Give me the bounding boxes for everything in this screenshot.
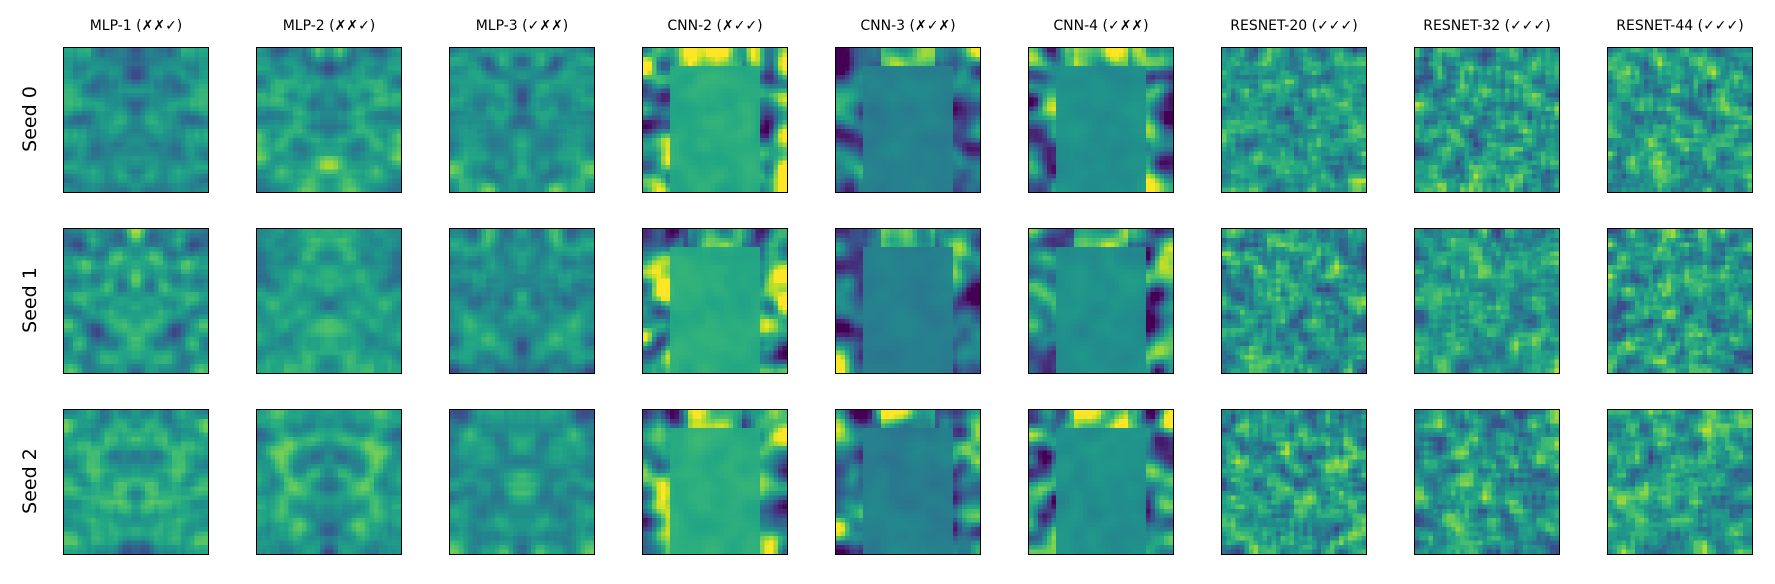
column-title: RESNET-32 (✓✓✓) xyxy=(1423,18,1551,34)
column-title: RESNET-20 (✓✓✓) xyxy=(1230,18,1358,34)
heatmap-panel xyxy=(835,409,981,555)
heatmap-panel xyxy=(1221,228,1367,374)
heatmap-panel xyxy=(1414,409,1560,555)
heatmap-cells xyxy=(1029,48,1173,192)
heatmap-panel xyxy=(63,47,209,193)
heatmap-cells xyxy=(1608,229,1752,373)
heatmap-panel xyxy=(1221,47,1367,193)
heatmap-panel xyxy=(1028,47,1174,193)
heatmap-cells xyxy=(643,229,787,373)
heatmap-cells xyxy=(1222,48,1366,192)
heatmap-cells xyxy=(64,229,208,373)
heatmap-panel xyxy=(256,409,402,555)
heatmap-panel xyxy=(1028,409,1174,555)
column-title: CNN-4 (✓✗✗) xyxy=(1053,18,1149,34)
column-title: MLP-2 (✗✗✓) xyxy=(282,18,376,34)
heatmap-cells xyxy=(450,48,594,192)
heatmap-cells xyxy=(450,229,594,373)
heatmap-panel xyxy=(256,228,402,374)
heatmap-cells xyxy=(1608,410,1752,554)
heatmap-panel xyxy=(256,47,402,193)
heatmap-cells xyxy=(836,48,980,192)
heatmap-panel xyxy=(835,47,981,193)
heatmap-cells xyxy=(64,410,208,554)
column-title: MLP-3 (✓✗✗) xyxy=(475,18,569,34)
heatmap-cells xyxy=(64,48,208,192)
column-title: CNN-2 (✗✓✓) xyxy=(667,18,763,34)
heatmap-cells xyxy=(1029,410,1173,554)
heatmap-cells xyxy=(257,48,401,192)
heatmap-cells xyxy=(836,229,980,373)
heatmap-panel xyxy=(1414,47,1560,193)
column-title: MLP-1 (✗✗✓) xyxy=(89,18,183,34)
heatmap-panel xyxy=(1028,228,1174,374)
heatmap-cells xyxy=(836,410,980,554)
heatmap-cells xyxy=(1415,410,1559,554)
heatmap-cells xyxy=(257,410,401,554)
heatmap-cells xyxy=(450,410,594,554)
heatmap-panel xyxy=(1607,228,1753,374)
heatmap-cells xyxy=(1415,229,1559,373)
heatmap-panel xyxy=(642,228,788,374)
heatmap-panel xyxy=(642,47,788,193)
heatmap-panel xyxy=(63,409,209,555)
heatmap-panel xyxy=(449,47,595,193)
heatmap-panel xyxy=(642,409,788,555)
heatmap-cells xyxy=(1029,229,1173,373)
row-label: Seed 1 xyxy=(19,267,41,333)
heatmap-panel xyxy=(835,228,981,374)
row-label: Seed 2 xyxy=(19,448,41,514)
row-label: Seed 0 xyxy=(19,86,41,152)
heatmap-cells xyxy=(257,229,401,373)
heatmap-panel xyxy=(1414,228,1560,374)
heatmap-panel xyxy=(449,228,595,374)
heatmap-panel xyxy=(63,228,209,374)
heatmap-cells xyxy=(1608,48,1752,192)
heatmap-panel xyxy=(449,409,595,555)
heatmap-cells xyxy=(1415,48,1559,192)
column-title: RESNET-44 (✓✓✓) xyxy=(1616,18,1744,34)
column-title: CNN-3 (✗✓✗) xyxy=(860,18,956,34)
heatmap-cells xyxy=(643,410,787,554)
heatmap-cells xyxy=(1222,410,1366,554)
heatmap-panel xyxy=(1607,409,1753,555)
heatmap-panel xyxy=(1607,47,1753,193)
heatmap-panel xyxy=(1221,409,1367,555)
heatmap-cells xyxy=(1222,229,1366,373)
heatmap-cells xyxy=(643,48,787,192)
